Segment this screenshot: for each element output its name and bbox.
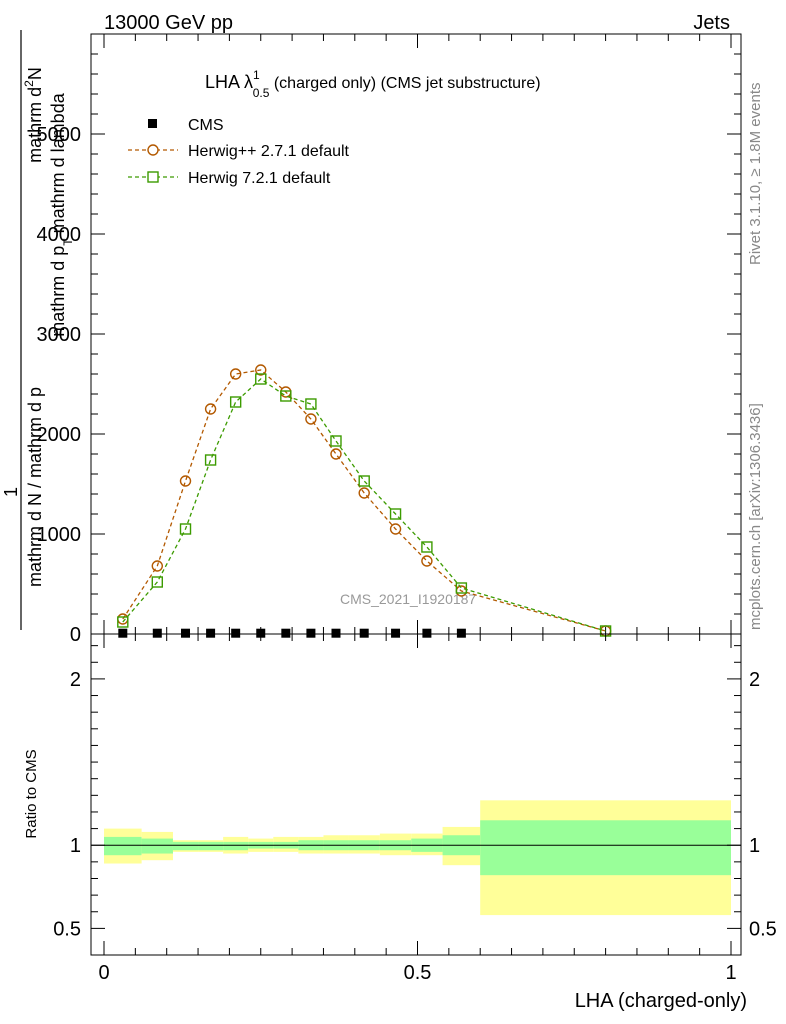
data-point-herwig7 <box>421 541 433 553</box>
data-point-herwig7 <box>117 616 129 628</box>
data-point-cms <box>118 628 128 638</box>
data-point-cms <box>281 628 291 638</box>
ratio-inner-band-bin <box>141 838 173 854</box>
data-point-herwig7 <box>255 373 267 385</box>
ratio-inner-band-bin <box>223 841 249 851</box>
data-point-herwig7 <box>358 475 370 487</box>
x-axis-label: LHA (charged-only) <box>575 990 747 1012</box>
ratio-inner-band-bin <box>198 841 224 851</box>
ratio-y-axis-label: Ratio to CMS <box>23 749 40 838</box>
ratio-panel: 0.5 0.51 12 2 0 0.5 1 Ratio to CMS LHA (charg… <box>23 633 777 1012</box>
data-point-herwigpp <box>229 368 242 380</box>
data-point-herwigpp <box>358 487 370 499</box>
rivet-version-label: Rivet 3.1.10, ≥ 1.8M events <box>747 83 764 266</box>
header-energy-label: 13000 GeV pp <box>104 12 233 34</box>
data-point-cms <box>391 628 401 638</box>
ratio-x-tick-label: 0 <box>98 962 109 984</box>
data-point-cms <box>152 628 162 638</box>
main-y-tick-label: 1000 <box>37 524 82 546</box>
legend-label-cms: CMS <box>188 117 224 134</box>
data-point-herwig7 <box>455 582 468 594</box>
legend-marker-herwig7 <box>147 171 159 183</box>
ylabel-frac2: mathrm d2N <box>22 67 45 163</box>
chart-title: LHA λ1 0.5 (charged only) (CMS jet substr… <box>205 68 541 100</box>
watermark-label: CMS_2021_I1920187 <box>340 591 476 607</box>
ratio-inner-band-bin <box>480 820 731 876</box>
data-point-cms <box>206 628 216 638</box>
data-point-cms <box>456 628 466 638</box>
data-point-herwigpp <box>204 403 217 415</box>
ylabel-frac2-den-sub: T <box>61 238 75 246</box>
main-y-tick-label: 2000 <box>37 424 82 446</box>
ratio-y-tick-label-right: 0.5 <box>749 918 777 940</box>
data-point-herwigpp <box>389 523 402 535</box>
data-point-cms <box>331 628 341 638</box>
data-point-cms <box>231 628 241 638</box>
main-y-axis-label: 1 mathrm d N / mathrm d p mathrm d2N mat… <box>1 30 75 630</box>
legend-marker-herwigpp <box>147 144 159 156</box>
header-jets-label: Jets <box>693 12 730 34</box>
legend-label-herwig7: Herwig 7.2.1 default <box>188 170 331 187</box>
legend-marker-cms <box>148 119 157 128</box>
data-point-herwig7 <box>229 396 242 408</box>
ylabel-frac2-num: mathrm d <box>25 87 45 163</box>
main-y-tick-label: 3000 <box>37 324 82 346</box>
legend-label-herwigpp: Herwig++ 2.7.1 default <box>188 143 350 160</box>
ylabel-frac2-den-main: mathrm d p <box>48 246 68 337</box>
ratio-inner-band-bin <box>104 836 142 856</box>
main-y-tick-label: 5000 <box>37 124 82 146</box>
data-point-herwigpp <box>421 555 433 567</box>
data-point-herwig7 <box>330 435 342 447</box>
ratio-x-axis: 0 0.5 1 <box>98 634 737 984</box>
data-point-cms <box>256 628 266 638</box>
ratio-panel-frame <box>90 633 742 956</box>
ratio-x-tick-label: 1 <box>725 962 736 984</box>
ratio-x-tick-label: 0.5 <box>404 962 432 984</box>
main-y-tick-label: 4000 <box>37 224 82 246</box>
ratio-y-tick-label: 2 <box>70 669 81 691</box>
ratio-y-tick-label-right: 2 <box>749 669 760 691</box>
main-y-tick-label: 0 <box>70 624 81 646</box>
ylabel-numerator: 1 <box>1 487 21 497</box>
ylabel-frac2-den-rest: mathrm d lambda <box>48 92 68 238</box>
data-point-cms <box>422 628 432 638</box>
data-point-herwig7 <box>389 508 402 520</box>
data-point-herwig7 <box>305 398 317 410</box>
data-point-herwigpp <box>255 364 267 376</box>
data-point-herwig7 <box>179 523 192 535</box>
ratio-y-tick-label-right: 1 <box>749 835 760 857</box>
chart-title-sub: 0.5 <box>253 86 270 100</box>
data-point-herwig7 <box>151 576 163 588</box>
ylabel-frac2-den: mathrm d pT mathrm d lambda <box>48 92 75 336</box>
ylabel-frac2-num-rest: N <box>25 67 45 80</box>
data-point-cms <box>359 628 369 638</box>
legend: CMS Herwig++ 2.7.1 default Herwig 7.2.1 … <box>128 117 350 187</box>
mcplots-label: mcplots.cern.ch [arXiv:1306.3436] <box>747 403 764 630</box>
main-y-axis: 0 1000 2000 3000 4000 5000 <box>37 53 741 646</box>
chart-title-rest: (charged only) (CMS jet substructure) <box>269 75 540 92</box>
ratio-y-tick-label: 1 <box>70 835 81 857</box>
series-layer <box>117 364 612 638</box>
ylabel-frac2-num-sup: 2 <box>22 80 36 87</box>
chart-title-sup: 1 <box>253 68 260 82</box>
data-point-herwig7 <box>204 454 217 466</box>
data-point-herwigpp <box>151 560 163 572</box>
chart-title-prefix: LHA λ <box>205 72 253 92</box>
data-point-herwigpp <box>305 413 317 425</box>
ylabel-denominator: mathrm d N / mathrm d p <box>25 387 45 587</box>
ratio-y-tick-label: 0.5 <box>53 918 81 940</box>
ratio-inner-band-bin <box>172 841 199 851</box>
ratio-bands <box>104 800 731 916</box>
ratio-y-axis: 0.5 0.5 1 1 2 2 <box>53 645 777 940</box>
data-point-cms <box>306 628 316 638</box>
data-point-cms <box>181 628 191 638</box>
data-point-herwigpp <box>330 448 342 460</box>
data-point-herwigpp <box>179 475 192 487</box>
data-point-herwig7 <box>280 390 292 402</box>
